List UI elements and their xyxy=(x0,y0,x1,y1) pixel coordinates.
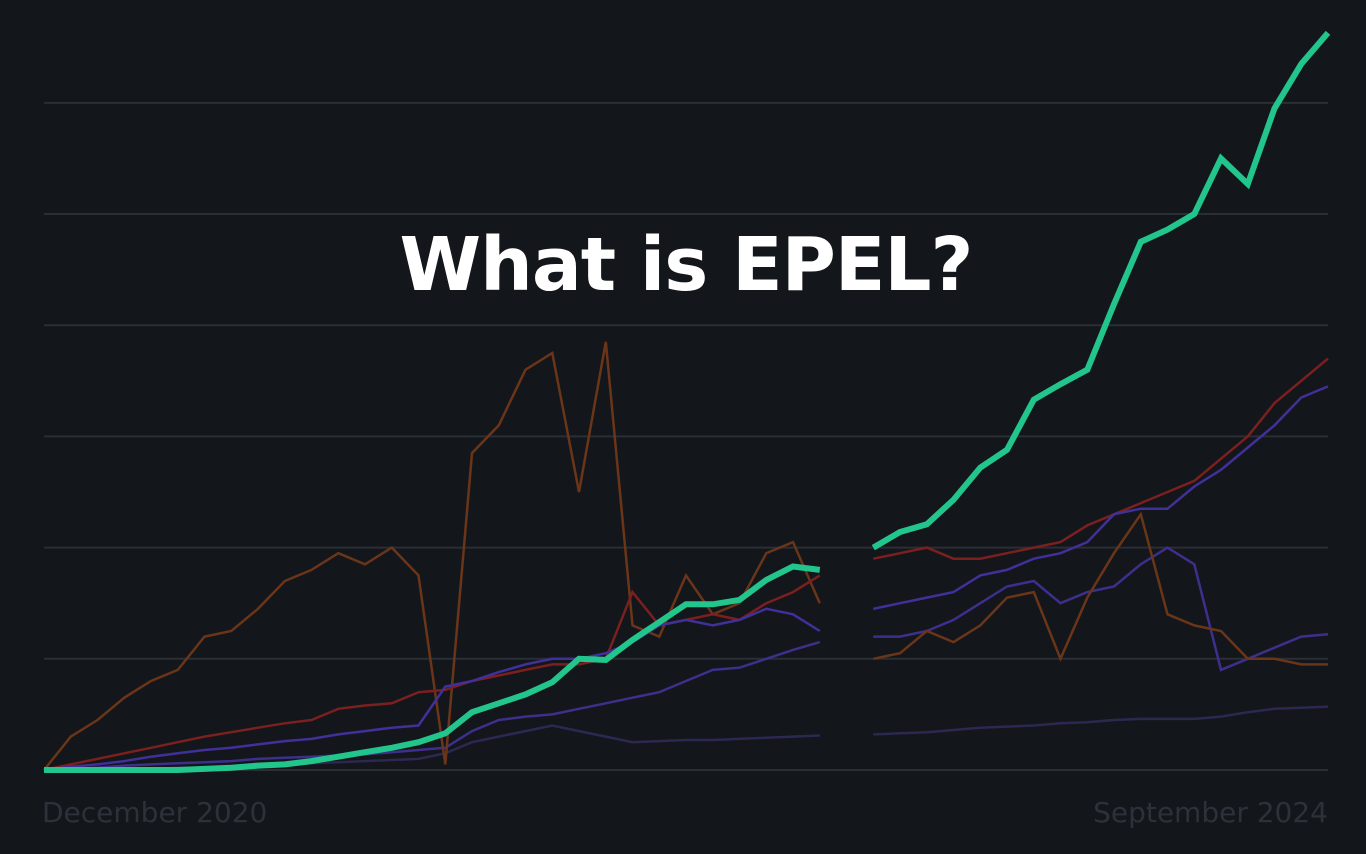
series-line xyxy=(43,385,1329,772)
x-tick-label: September 2024 xyxy=(1093,796,1328,829)
x-tick-label: December 2020 xyxy=(42,796,267,829)
series-line xyxy=(43,546,1329,772)
x-axis-labels: December 2020 September 2024 xyxy=(42,796,1328,829)
chart-title: What is EPEL? xyxy=(400,222,973,308)
grid xyxy=(44,101,1328,771)
series-line xyxy=(44,30,1331,773)
series-line xyxy=(43,357,1329,772)
series-line xyxy=(43,341,1328,771)
lines xyxy=(43,30,1331,773)
